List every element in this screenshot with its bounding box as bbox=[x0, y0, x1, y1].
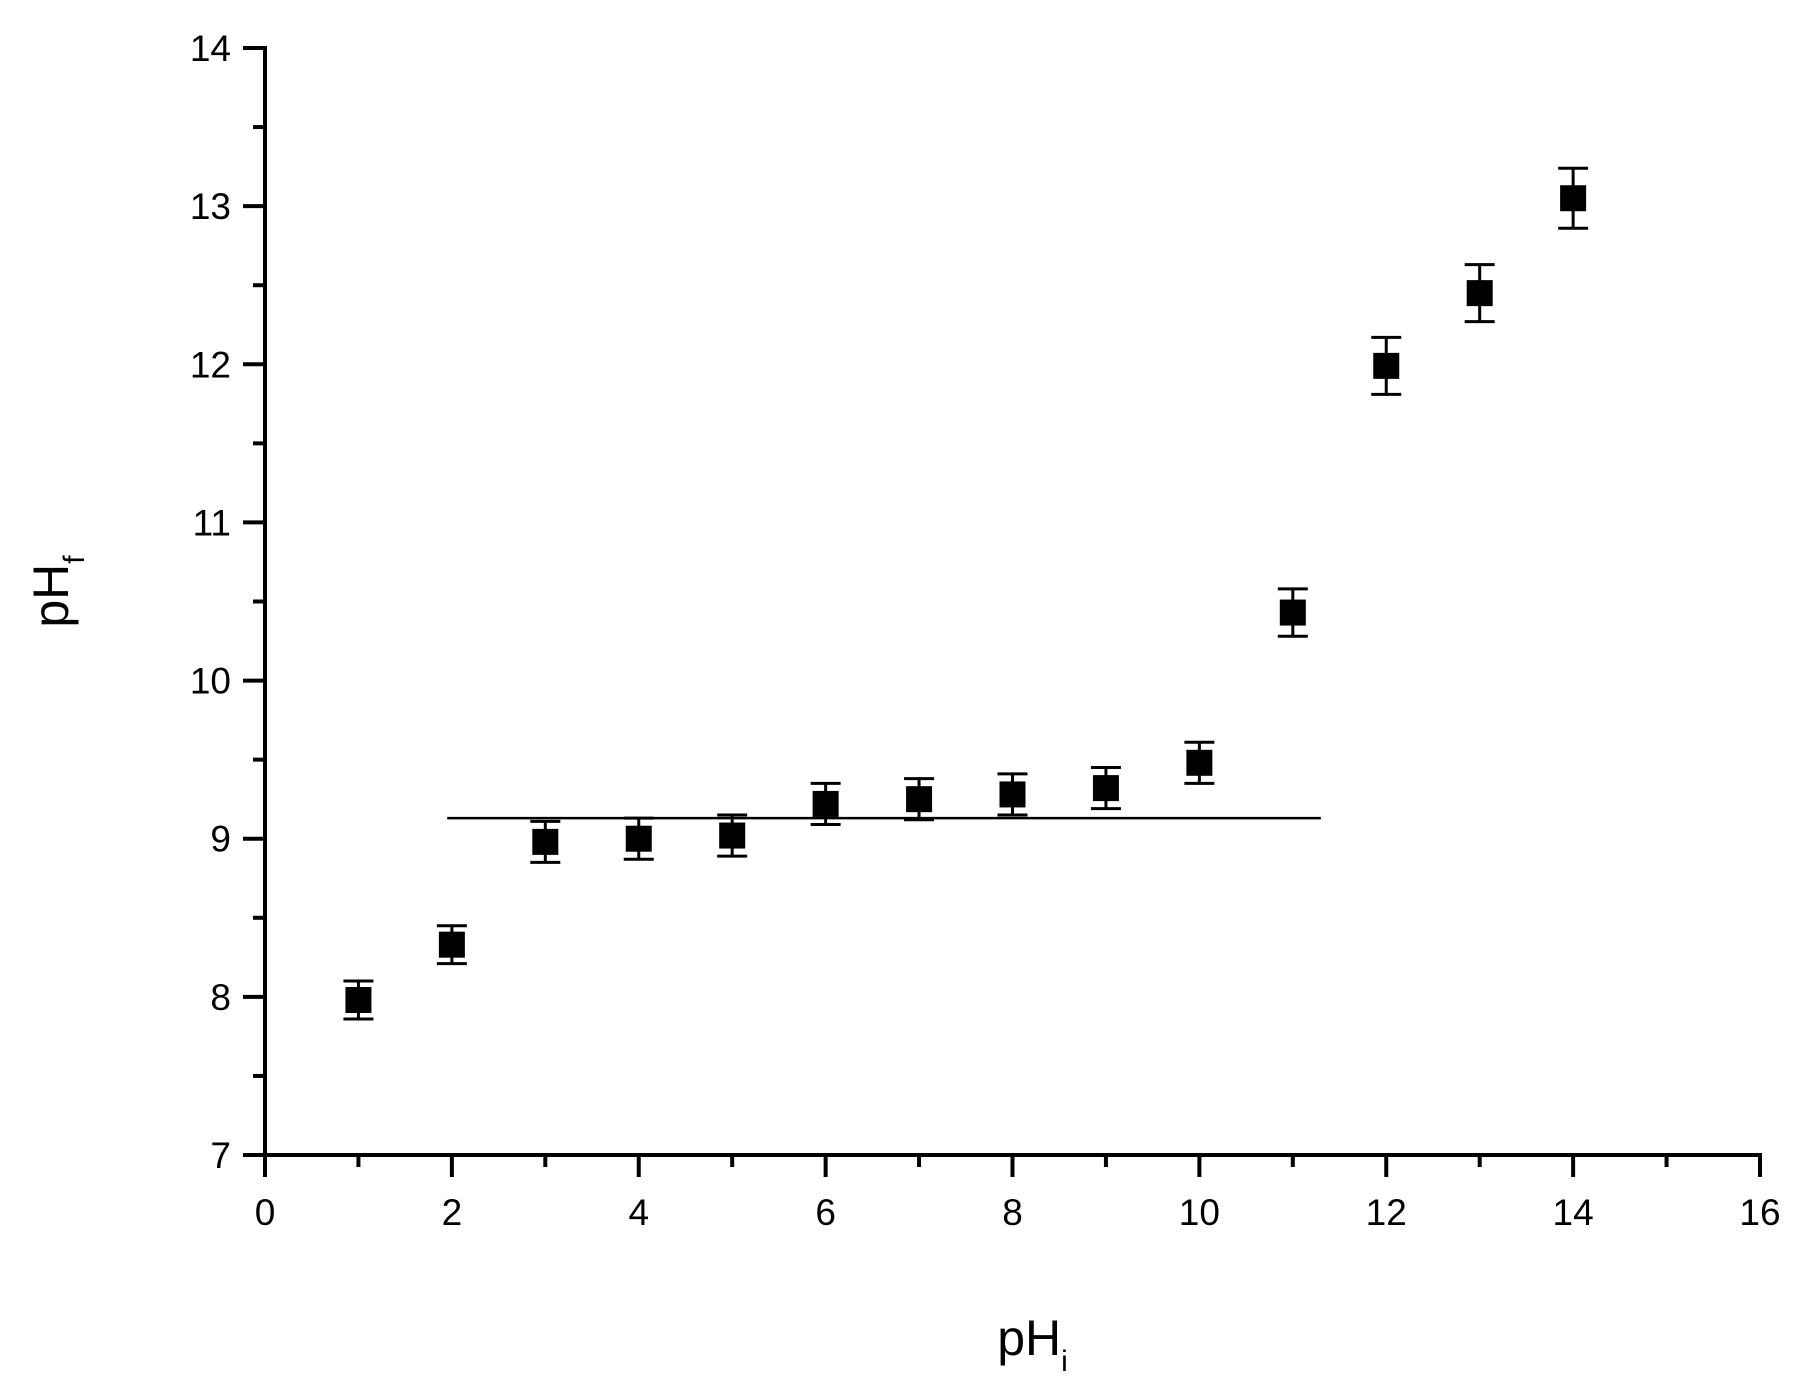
data-point bbox=[530, 819, 561, 864]
data-point bbox=[623, 816, 654, 861]
y-tick-label: 11 bbox=[193, 502, 231, 543]
x-tick-label: 14 bbox=[1553, 1192, 1594, 1233]
y-tick-label: 12 bbox=[190, 344, 231, 385]
y-axis-title-main: pH bbox=[23, 564, 79, 628]
square-marker bbox=[1279, 599, 1306, 626]
x-tick-label: 10 bbox=[1179, 1192, 1220, 1233]
square-marker bbox=[1092, 775, 1119, 802]
data-point bbox=[1371, 335, 1402, 396]
y-tick-label: 7 bbox=[210, 1135, 231, 1176]
y-tick-label: 9 bbox=[210, 819, 231, 860]
x-tick-label: 8 bbox=[1002, 1192, 1023, 1233]
square-marker bbox=[906, 786, 933, 813]
y-tick-label: 14 bbox=[190, 28, 231, 69]
data-point bbox=[1464, 263, 1495, 324]
x-tick-label: 16 bbox=[1739, 1192, 1780, 1233]
x-axis-title-main: pH bbox=[997, 1310, 1061, 1366]
x-axis-title-subscript: i bbox=[1061, 1345, 1068, 1378]
y-axis-title: pHf bbox=[23, 555, 91, 628]
square-marker bbox=[1373, 352, 1400, 379]
data-point bbox=[1558, 166, 1589, 230]
y-tick-label: 13 bbox=[190, 186, 231, 227]
data-point bbox=[1277, 587, 1308, 638]
data-point bbox=[436, 924, 467, 966]
data-point bbox=[810, 781, 841, 826]
data-point bbox=[343, 979, 374, 1021]
data-point bbox=[1090, 766, 1121, 811]
x-tick-label: 2 bbox=[442, 1192, 463, 1233]
y-tick-label: 10 bbox=[190, 661, 231, 702]
x-ticks: 0 2 4 6 8 10 12 14 16 bbox=[255, 1155, 1781, 1233]
square-marker bbox=[999, 781, 1026, 808]
y-tick-label: 8 bbox=[210, 977, 231, 1018]
square-marker bbox=[345, 987, 372, 1014]
square-marker bbox=[438, 931, 465, 958]
x-tick-label: 6 bbox=[815, 1192, 836, 1233]
square-marker bbox=[1186, 749, 1213, 776]
y-ticks: 7 8 9 10 11 12 13 14 bbox=[190, 28, 265, 1176]
y-axis-title-subscript: f bbox=[58, 555, 91, 564]
data-point bbox=[1184, 740, 1215, 785]
axes: 0 2 4 6 8 10 12 14 16 7 8 9 10 11 12 13 14 bbox=[190, 28, 1781, 1233]
x-tick-label: 4 bbox=[628, 1192, 649, 1233]
square-marker bbox=[719, 822, 746, 849]
data-point bbox=[717, 813, 748, 858]
data-points bbox=[343, 166, 1589, 1021]
square-marker bbox=[1560, 185, 1587, 212]
data-point bbox=[904, 777, 935, 822]
x-tick-label: 0 bbox=[255, 1192, 276, 1233]
data-point bbox=[997, 772, 1028, 817]
square-marker bbox=[1466, 280, 1493, 307]
square-marker bbox=[812, 790, 839, 817]
x-axis-title: pHi bbox=[997, 1310, 1068, 1378]
square-marker bbox=[625, 825, 652, 852]
x-tick-label: 12 bbox=[1366, 1192, 1407, 1233]
square-marker bbox=[532, 828, 559, 855]
